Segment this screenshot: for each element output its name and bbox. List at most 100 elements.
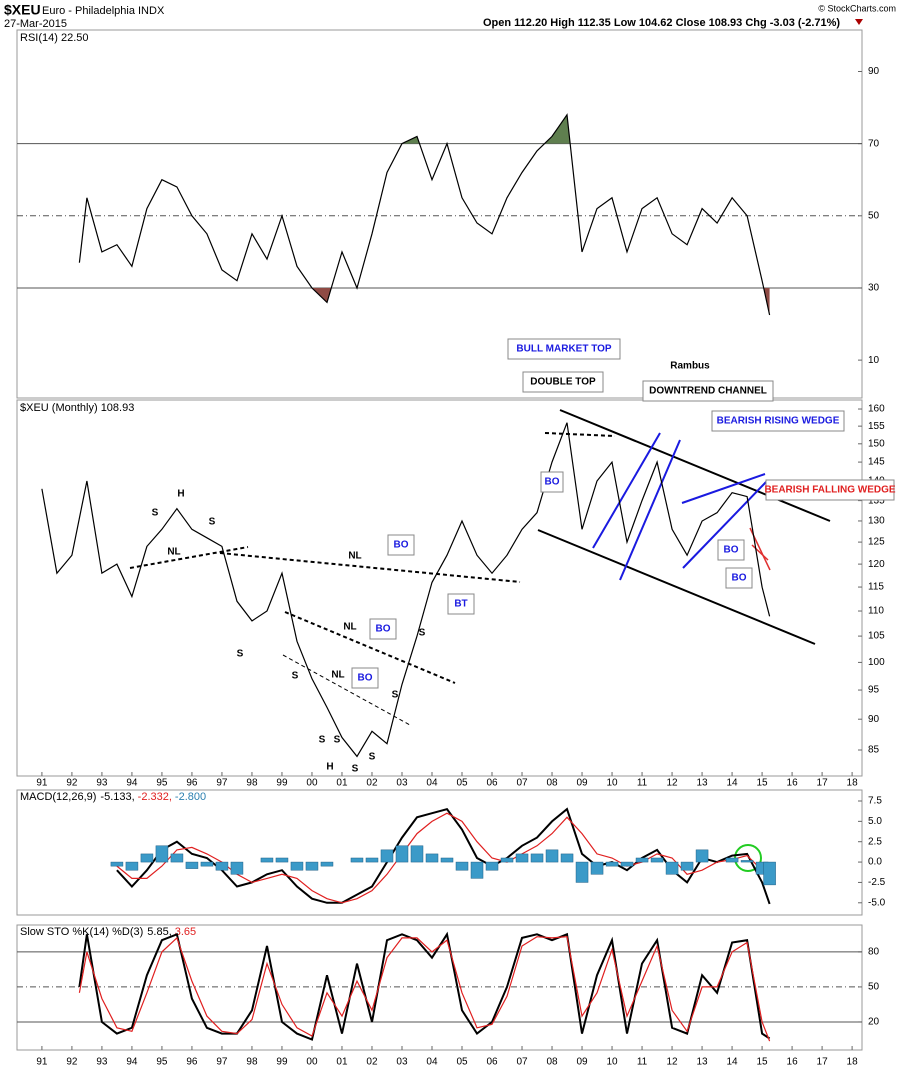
annotation: S (319, 735, 326, 746)
x-tick-label: 06 (486, 1057, 498, 1068)
y-tick-label: 110 (868, 606, 884, 617)
channel-line (537, 529, 816, 645)
histogram-bar (410, 845, 424, 863)
callout-text: BO (724, 545, 739, 556)
x-tick-label: 08 (546, 1057, 558, 1068)
x-tick-label: 97 (216, 1057, 228, 1068)
wedge-line (592, 432, 661, 549)
neckline (129, 546, 249, 569)
x-tick-label: 99 (276, 1057, 288, 1068)
x-tick-label: 92 (66, 1057, 78, 1068)
date: 27-Mar-2015 (4, 18, 67, 30)
histogram-bar (140, 853, 154, 863)
x-tick-label: 96 (186, 778, 198, 789)
histogram-bar (560, 853, 574, 863)
x-tick-label: 01 (336, 1057, 348, 1068)
series-line (41, 422, 771, 758)
x-tick-label: 93 (96, 778, 108, 789)
x-tick-label: 17 (817, 1057, 829, 1068)
callout-box (507, 338, 621, 360)
panel-title: MACD(12,26,9) (20, 791, 96, 803)
histogram-bar (320, 861, 334, 867)
annotation: S (237, 649, 244, 660)
wedge-line (619, 439, 681, 581)
annotation: S (369, 752, 376, 763)
histogram-bar (650, 857, 664, 863)
histogram-bar (425, 853, 439, 863)
x-tick-label: 95 (156, 1057, 168, 1068)
histogram-bar (575, 861, 589, 883)
y-tick-label: 90 (868, 714, 880, 725)
histogram-bar (725, 857, 739, 863)
histogram-bar (230, 861, 244, 875)
x-tick-label: 11 (637, 778, 648, 789)
callout-box (387, 534, 415, 556)
x-tick-label: 12 (666, 778, 678, 789)
x-tick-label: 92 (66, 778, 78, 789)
sto-frame (16, 924, 863, 1051)
y-tick-label: -2.5 (868, 877, 886, 888)
x-tick-label: 06 (486, 778, 498, 789)
callout-text: BO (376, 624, 391, 635)
y-tick-label: 150 (868, 438, 885, 449)
y-tick-label: 70 (868, 138, 880, 149)
histogram-bar (545, 849, 559, 863)
callout-box (369, 618, 397, 640)
down-arrow (855, 19, 863, 25)
x-tick-label: 03 (396, 1057, 408, 1068)
x-tick-label: 17 (817, 778, 829, 789)
y-tick-label: 80 (868, 947, 880, 958)
callout-box (711, 410, 845, 432)
callout-text: BO (732, 573, 747, 584)
x-tick-label: 98 (246, 778, 258, 789)
x-tick-label: 14 (727, 1057, 739, 1068)
y-tick-label: 115 (868, 582, 884, 593)
y-tick-label: 125 (868, 537, 885, 548)
annotation: S (292, 671, 299, 682)
quote: Open 112.20 High 112.35 Low 104.62 Close… (483, 17, 840, 29)
y-tick-label: 155 (868, 421, 885, 432)
callout-box (351, 667, 379, 689)
x-tick-label: 05 (456, 1057, 468, 1068)
x-tick-label: 00 (306, 778, 318, 789)
x-tick-label: 15 (757, 1057, 769, 1068)
callout-box (447, 593, 475, 615)
y-tick-label: 120 (868, 559, 885, 570)
x-tick-label: 13 (696, 778, 708, 789)
callout-box (522, 371, 604, 393)
x-tick-label: 93 (96, 1057, 108, 1068)
y-tick-label: 50 (868, 982, 880, 993)
annotation: Rambus (670, 361, 710, 372)
callout-box (642, 380, 774, 402)
annotation: NL (167, 547, 180, 558)
histogram-bar (763, 861, 776, 886)
wedge-line (681, 473, 766, 504)
x-tick-label: 01 (336, 778, 348, 789)
x-tick-label: 07 (516, 1057, 528, 1068)
neckline (219, 552, 521, 583)
instrument-name: Euro - Philadelphia INDX (42, 5, 165, 17)
x-tick-label: 13 (696, 1057, 708, 1068)
x-tick-label: 98 (246, 1057, 258, 1068)
x-tick-label: 07 (516, 778, 528, 789)
price-frame (16, 399, 863, 777)
histogram-bar (485, 861, 499, 871)
x-tick-label: 18 (847, 1057, 859, 1068)
x-tick-label: 99 (276, 778, 288, 789)
histogram-bar (740, 860, 754, 863)
histogram-bar (590, 861, 604, 875)
callout-text: BO (394, 540, 409, 551)
x-tick-label: 04 (426, 1057, 438, 1068)
x-tick-label: 94 (126, 778, 138, 789)
histogram-bar (275, 857, 289, 863)
y-tick-label: 5.0 (868, 816, 882, 827)
readout-value: 3.65 (175, 926, 196, 938)
annotation: NL (343, 622, 356, 633)
y-tick-label: 50 (868, 210, 880, 221)
panel-title: RSI(14) 22.50 (20, 32, 88, 44)
x-tick-label: 16 (787, 778, 799, 789)
annotation: S (419, 628, 426, 639)
histogram-bar (470, 861, 484, 879)
histogram-bar (260, 857, 274, 863)
panel-title: $XEU (Monthly) 108.93 (20, 402, 134, 414)
